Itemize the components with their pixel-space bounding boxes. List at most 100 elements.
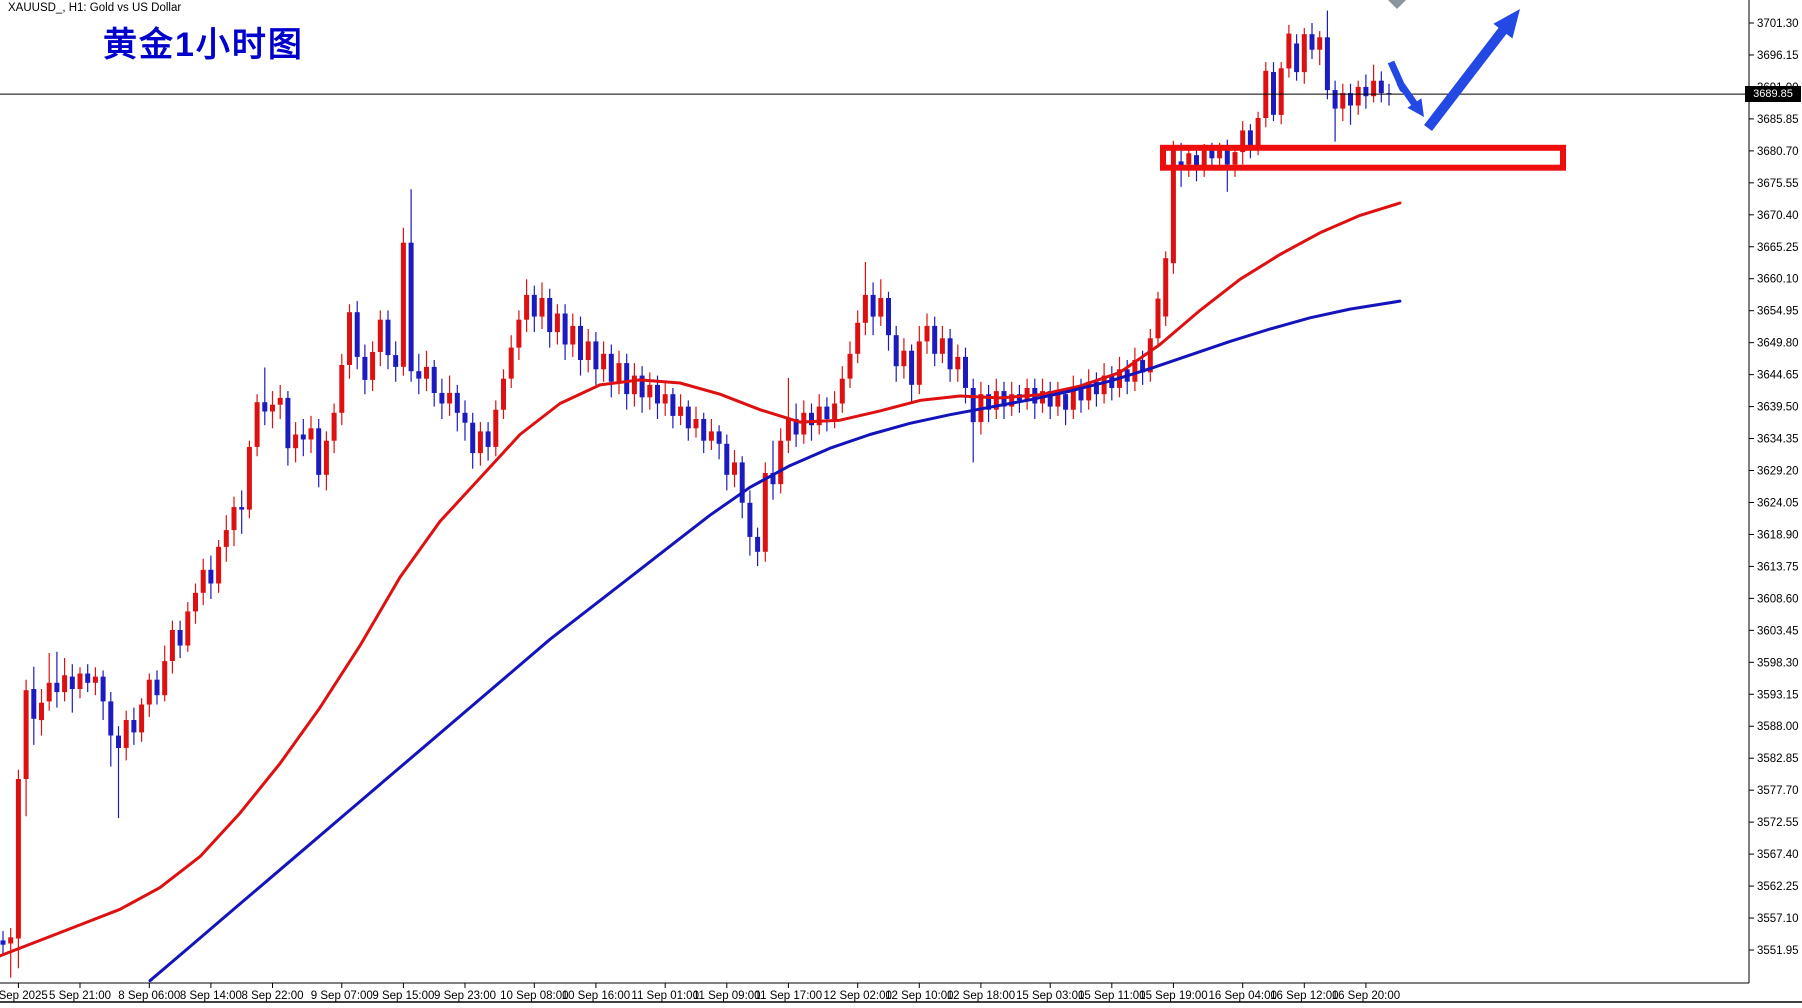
candle-body bbox=[801, 412, 807, 435]
candle-body bbox=[524, 294, 530, 320]
price-tick-label: 3598.30 bbox=[1757, 657, 1799, 669]
price-tick-label: 3572.55 bbox=[1757, 817, 1799, 829]
candle-body bbox=[285, 397, 291, 449]
candle-body bbox=[724, 443, 730, 475]
candle-body bbox=[1086, 381, 1092, 401]
object-anchor-marker-icon[interactable] bbox=[1388, 0, 1406, 9]
candle-body bbox=[177, 630, 183, 646]
candle-body bbox=[732, 462, 737, 475]
candle-body bbox=[1070, 388, 1076, 410]
candle-body bbox=[739, 462, 745, 503]
candle-body bbox=[400, 242, 406, 367]
time-tick-label: 16 Sep 12:00 bbox=[1270, 990, 1338, 1002]
candle-body bbox=[1024, 388, 1030, 401]
symbol-header: XAUUSD_, H1: Gold vs US Dollar bbox=[8, 2, 182, 14]
candle-body bbox=[1186, 153, 1192, 165]
price-tick-label: 3577.70 bbox=[1757, 785, 1799, 797]
candle-body bbox=[462, 412, 468, 423]
rally-arrow-head[interactable] bbox=[1493, 9, 1520, 39]
candle-body bbox=[878, 298, 884, 317]
candle-body bbox=[647, 384, 653, 398]
candle-body bbox=[23, 690, 29, 779]
time-tick-label: 5 Sep 2025 bbox=[0, 990, 48, 1002]
candle-body bbox=[1301, 34, 1307, 73]
pullback-arrow-shaft[interactable] bbox=[1387, 60, 1419, 108]
candle-body bbox=[362, 356, 368, 380]
candle-body bbox=[916, 341, 922, 385]
candle-body bbox=[470, 422, 476, 454]
candle-body bbox=[508, 347, 514, 379]
time-tick-label: 10 Sep 16:00 bbox=[562, 990, 630, 1002]
candle-body bbox=[1063, 394, 1069, 410]
candle-body bbox=[631, 375, 637, 395]
candle-body bbox=[139, 704, 145, 733]
price-tick-label: 3670.40 bbox=[1757, 210, 1799, 222]
ma-slow-blue-line[interactable] bbox=[148, 299, 1402, 983]
candle-body bbox=[762, 473, 768, 552]
price-tick-label: 3593.15 bbox=[1757, 689, 1799, 701]
candle-body bbox=[747, 502, 753, 537]
candle-body bbox=[608, 353, 614, 382]
candle-body bbox=[1140, 360, 1146, 373]
candle-body bbox=[116, 735, 121, 748]
candle-body bbox=[847, 353, 853, 379]
price-tick-label: 3624.05 bbox=[1757, 497, 1799, 509]
candle-body bbox=[809, 412, 814, 426]
candle-body bbox=[1278, 68, 1284, 115]
current-price-tag: 3689.85 bbox=[1745, 86, 1801, 102]
candle-body bbox=[693, 419, 699, 429]
candle-body bbox=[1155, 298, 1161, 339]
candle-body bbox=[778, 440, 784, 485]
price-tick-label: 3588.00 bbox=[1757, 721, 1799, 733]
pullback-arrow-head[interactable] bbox=[1407, 98, 1424, 117]
price-tick-label: 3562.25 bbox=[1757, 881, 1799, 893]
candle-body bbox=[1147, 338, 1153, 373]
candle-body bbox=[15, 779, 21, 939]
time-tick-label: 15 Sep 11:00 bbox=[1078, 990, 1146, 1002]
candle-body bbox=[493, 409, 499, 447]
candle-body bbox=[0, 940, 6, 945]
time-tick-label: 12 Sep 10:00 bbox=[885, 990, 953, 1002]
watermark-title: 黄金1小时图 bbox=[103, 26, 304, 64]
candle-body bbox=[1093, 381, 1099, 395]
ma-fast-red-line[interactable] bbox=[0, 201, 1402, 958]
time-tick-label: 9 Sep 23:00 bbox=[434, 990, 496, 1002]
price-tick-label: 3639.50 bbox=[1757, 402, 1799, 414]
candle-body bbox=[855, 322, 861, 354]
price-tick-label: 3613.75 bbox=[1757, 561, 1799, 573]
candle-body bbox=[932, 325, 938, 354]
candle-body bbox=[616, 363, 622, 382]
price-tick-label: 3654.95 bbox=[1757, 306, 1799, 318]
candle-body bbox=[516, 319, 522, 348]
candle-body bbox=[308, 428, 314, 440]
price-tick-label: 3557.10 bbox=[1757, 913, 1799, 925]
price-tick-label: 3649.80 bbox=[1757, 338, 1799, 350]
time-tick-label: 11 Sep 17:00 bbox=[755, 990, 823, 1002]
candle-body bbox=[1294, 43, 1300, 73]
candle-body bbox=[46, 682, 52, 702]
candle-body bbox=[1009, 394, 1015, 407]
time-tick-label: 12 Sep 02:00 bbox=[823, 990, 891, 1002]
candle-body bbox=[1240, 130, 1246, 153]
price-tick-label: 3696.15 bbox=[1757, 50, 1799, 62]
rally-arrow-shaft[interactable] bbox=[1424, 21, 1511, 132]
candle-body bbox=[31, 689, 37, 719]
candle-body bbox=[1317, 37, 1323, 50]
candle-body bbox=[1163, 258, 1169, 317]
candle-body bbox=[716, 431, 722, 444]
candle-body bbox=[770, 473, 776, 485]
candle-body bbox=[485, 431, 491, 447]
price-tick-label: 3603.45 bbox=[1757, 625, 1799, 637]
candle-body bbox=[624, 363, 630, 395]
price-scale[interactable]: 3701.303696.153691.003685.853680.703675.… bbox=[1749, 18, 1799, 957]
candle-body bbox=[77, 673, 83, 689]
candle-body bbox=[585, 341, 591, 360]
support-zone-rectangle[interactable] bbox=[1160, 144, 1566, 171]
candle-body bbox=[1224, 149, 1230, 165]
price-tick-label: 3629.20 bbox=[1757, 466, 1799, 478]
candle-body bbox=[431, 366, 437, 393]
candle-body bbox=[1209, 150, 1215, 159]
candle-body bbox=[323, 440, 329, 475]
